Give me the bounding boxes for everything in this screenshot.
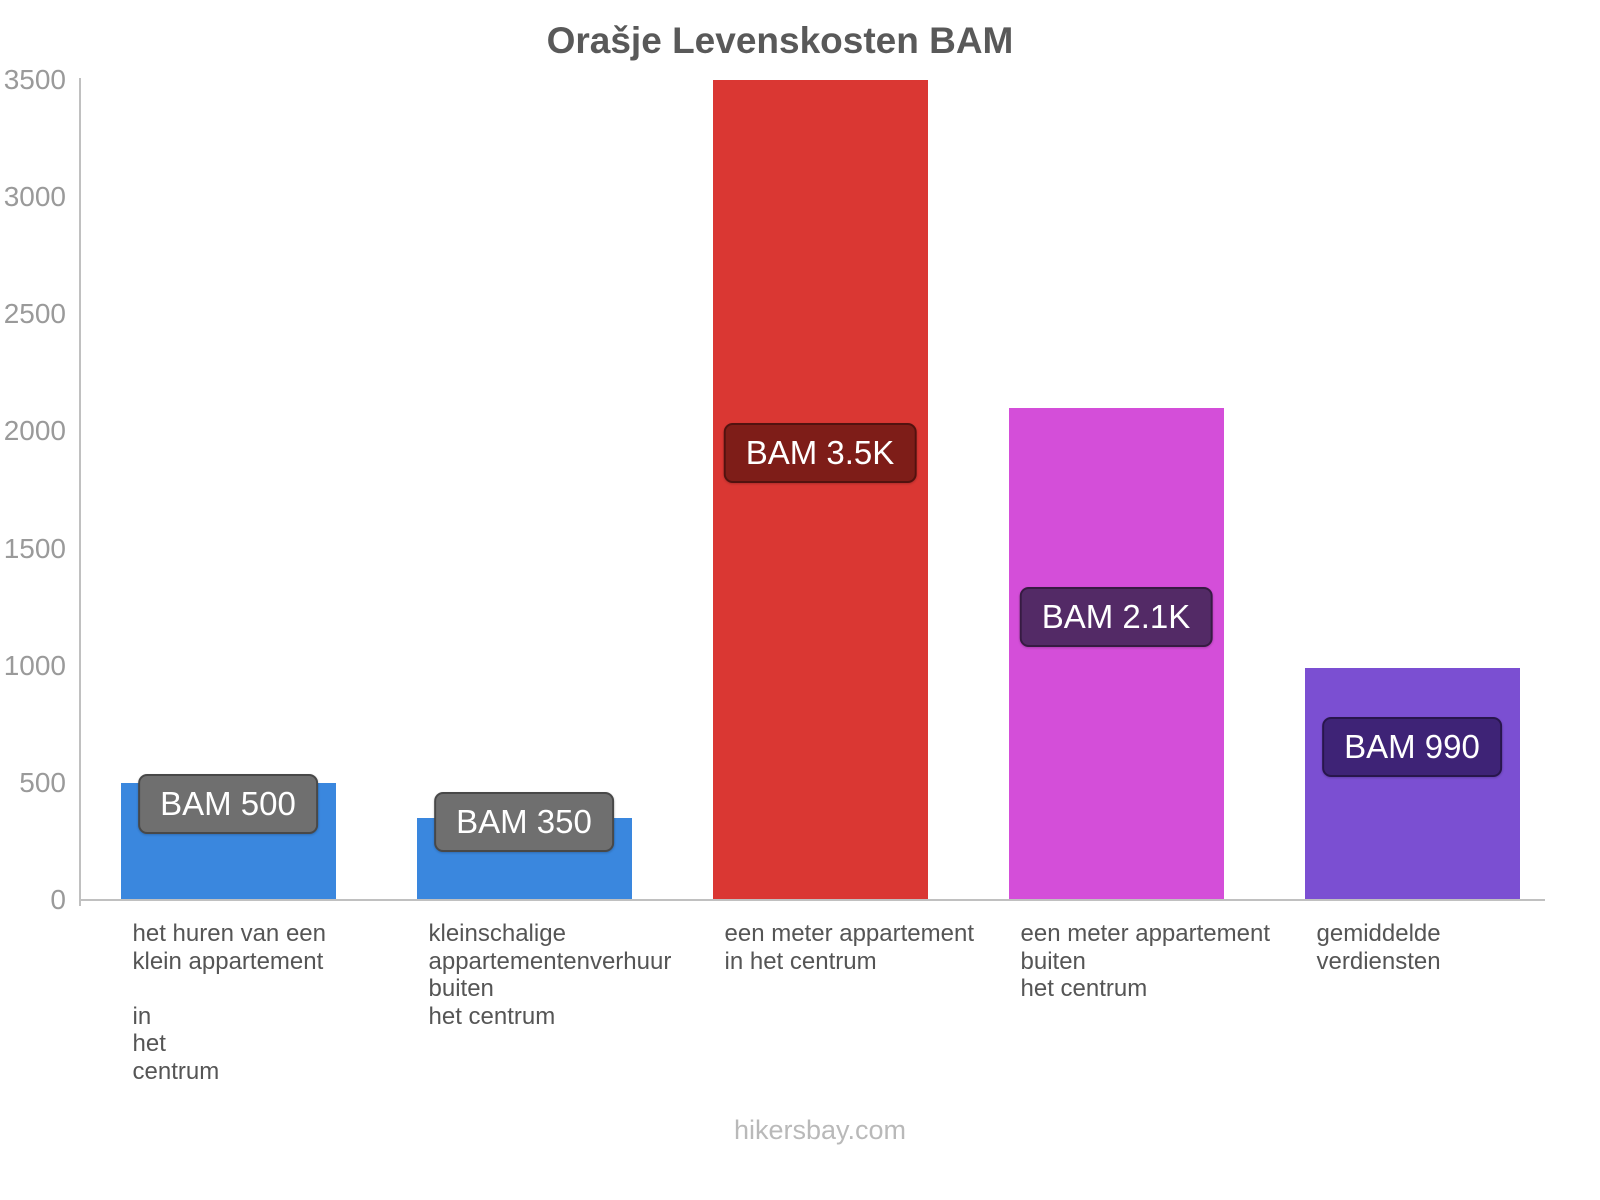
bar-value-label: BAM 500 [138,774,318,835]
y-axis-tick-label: 0 [50,884,66,915]
x-axis-line [80,899,1545,901]
bar [1304,668,1520,900]
category-label: kleinschalige appartementenverhuur buite… [428,920,672,1030]
bar-value-label: BAM 3.5K [723,423,917,483]
y-axis-tick-label: 1000 [3,649,66,681]
y-axis-tick-label: 500 [19,766,66,798]
category-label: een meter appartement in het centrum [724,920,974,975]
category-label: gemiddelde verdiensten [1316,920,1441,975]
bar-value-label: BAM 350 [434,792,614,852]
bar-value-label: BAM 990 [1322,717,1502,778]
chart-title: Orašje Levenskosten BAM [546,20,1014,61]
y-axis-tick-label: 1500 [3,532,66,564]
bar [1008,408,1224,900]
bar-value-label: BAM 2.1K [1019,587,1213,647]
bar [712,80,928,900]
y-axis-tick-label: 2500 [3,298,66,330]
y-axis-tick-label: 3500 [3,64,66,95]
y-axis-tick-label: 2000 [3,415,66,447]
y-axis-tick-label: 3000 [3,181,66,213]
y-axis-line [79,78,81,906]
watermark-text: hikersbay.com [733,1115,907,1145]
category-label: het huren van een klein appartement in h… [132,920,327,1085]
category-label: een meter appartement buiten het centrum [1020,920,1270,1002]
